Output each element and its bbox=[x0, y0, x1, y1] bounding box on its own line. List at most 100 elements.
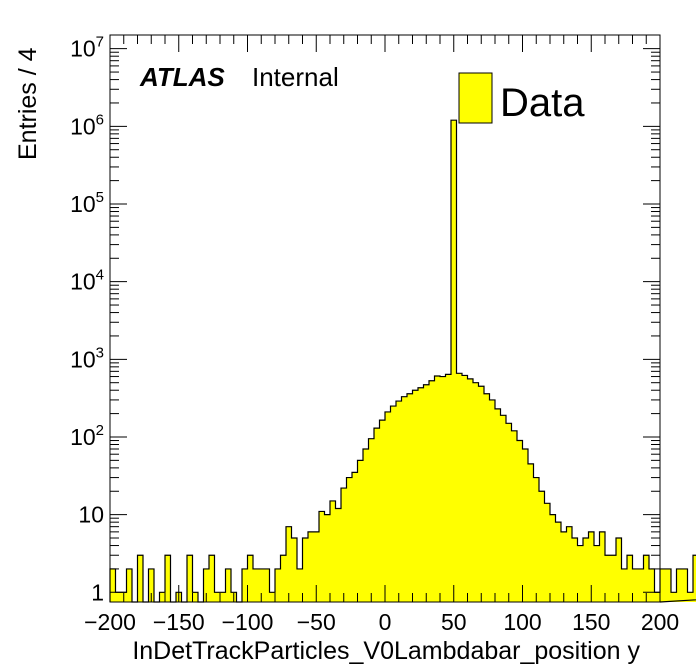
atlas-label: ATLAS bbox=[139, 62, 225, 92]
histogram-bar bbox=[676, 568, 682, 602]
histogram-bar bbox=[599, 531, 605, 602]
histogram-bar bbox=[610, 555, 616, 602]
histogram-bar bbox=[308, 531, 314, 602]
histogram-bar bbox=[209, 555, 215, 602]
x-tick-label: 100 bbox=[503, 609, 541, 635]
histogram-bar bbox=[275, 568, 281, 602]
histogram-bar bbox=[379, 420, 385, 602]
histogram-bar bbox=[264, 568, 270, 602]
histogram-bar bbox=[478, 386, 484, 602]
histogram-bar bbox=[566, 526, 572, 602]
y-tick-label: 103 bbox=[70, 344, 104, 372]
x-tick-labels: −200 −150 −100 −50 0 50 100 150 200 bbox=[84, 609, 679, 635]
histogram-bar bbox=[643, 555, 649, 602]
histogram-bar bbox=[192, 592, 198, 602]
histogram-bar bbox=[368, 438, 374, 602]
histogram-bar bbox=[445, 374, 451, 602]
x-tick-label: 150 bbox=[572, 609, 610, 635]
histogram-bar bbox=[291, 538, 297, 602]
x-tick-label: 0 bbox=[379, 609, 392, 635]
y-tick-label: 107 bbox=[70, 34, 104, 62]
histogram-bar bbox=[286, 526, 292, 602]
y-tick-label: 1 bbox=[91, 579, 104, 605]
histogram-bar bbox=[440, 376, 446, 602]
histogram-bar bbox=[561, 531, 567, 602]
histogram-bar bbox=[506, 423, 512, 602]
histogram-bar bbox=[621, 568, 627, 602]
y-tick-label: 105 bbox=[70, 189, 104, 217]
histogram-bar bbox=[572, 538, 578, 602]
histogram-bar bbox=[632, 568, 638, 602]
x-tick-label: −150 bbox=[153, 609, 205, 635]
x-tick-label: 50 bbox=[441, 609, 467, 635]
histogram-bar bbox=[148, 568, 154, 602]
histogram-bar bbox=[528, 463, 534, 602]
histogram-bar bbox=[654, 592, 660, 602]
histogram-bar bbox=[605, 555, 611, 602]
x-axis-title: InDetTrackParticles_V0Lambdabar_position… bbox=[132, 637, 640, 665]
histogram-bar bbox=[594, 545, 600, 602]
histogram-bar bbox=[671, 592, 677, 602]
histogram-bar bbox=[346, 477, 352, 602]
histogram-bar bbox=[225, 568, 231, 602]
histogram-bar bbox=[187, 555, 193, 602]
y-tick-label: 106 bbox=[70, 111, 104, 139]
histogram-bar bbox=[583, 538, 589, 602]
histogram-bar bbox=[484, 393, 490, 602]
histogram-bar bbox=[588, 531, 594, 602]
histogram-bar bbox=[214, 592, 220, 602]
histogram-bar bbox=[280, 555, 286, 602]
y-tick-label: 104 bbox=[70, 267, 104, 295]
histogram-bar bbox=[324, 514, 330, 602]
histogram-bar bbox=[253, 568, 259, 602]
histogram-bar bbox=[374, 428, 380, 602]
histogram-bar bbox=[319, 511, 325, 602]
histogram-bar bbox=[297, 568, 303, 602]
histogram-bar bbox=[429, 380, 435, 602]
histogram-bar bbox=[577, 545, 583, 602]
histogram-bar bbox=[638, 568, 644, 602]
histogram-bar bbox=[418, 387, 424, 602]
plot-frame bbox=[109, 34, 661, 603]
histogram-bar bbox=[665, 568, 671, 602]
histogram-bar bbox=[165, 555, 171, 602]
histogram-bar bbox=[203, 568, 209, 602]
histogram-bar bbox=[115, 592, 121, 602]
histogram-bar bbox=[627, 555, 633, 602]
histogram-bar bbox=[434, 375, 440, 602]
x-tick-label: −100 bbox=[222, 609, 274, 635]
histogram-outline bbox=[109, 119, 696, 603]
histogram-bar bbox=[456, 373, 462, 602]
histogram-bar bbox=[467, 378, 473, 602]
histogram-bar bbox=[159, 592, 165, 602]
histogram-bar bbox=[269, 592, 275, 602]
histogram-bar bbox=[660, 568, 666, 602]
x-tick-label: −200 bbox=[84, 609, 136, 635]
histogram-bar bbox=[407, 393, 413, 602]
x-tick-label: −50 bbox=[297, 609, 336, 635]
histogram-bar bbox=[451, 120, 457, 602]
histogram-bar bbox=[390, 406, 396, 602]
histogram-bar bbox=[533, 477, 539, 602]
histogram-bar bbox=[258, 568, 264, 602]
histogram-bar bbox=[352, 472, 358, 602]
histogram-bars bbox=[109, 119, 696, 603]
histogram-bar bbox=[247, 555, 253, 602]
histogram-bar bbox=[335, 508, 341, 602]
x-tick-label: 200 bbox=[641, 609, 679, 635]
histogram-bar bbox=[495, 408, 501, 602]
histogram-bar bbox=[242, 568, 248, 602]
histogram-bar bbox=[462, 375, 468, 602]
y-tick-label: 10 bbox=[78, 502, 104, 528]
y-tick-label: 102 bbox=[70, 422, 104, 450]
histogram-bar bbox=[687, 592, 693, 602]
histogram-bar bbox=[616, 538, 622, 602]
y-tick-labels: 1 10 102 103 104 105 106 107 bbox=[70, 34, 104, 606]
histogram-bar bbox=[385, 411, 391, 602]
axis-ticks bbox=[109, 35, 661, 602]
histogram-bar bbox=[693, 555, 696, 602]
histogram-bar bbox=[423, 384, 429, 602]
histogram-bar bbox=[126, 568, 132, 602]
histogram-bar bbox=[137, 555, 143, 602]
